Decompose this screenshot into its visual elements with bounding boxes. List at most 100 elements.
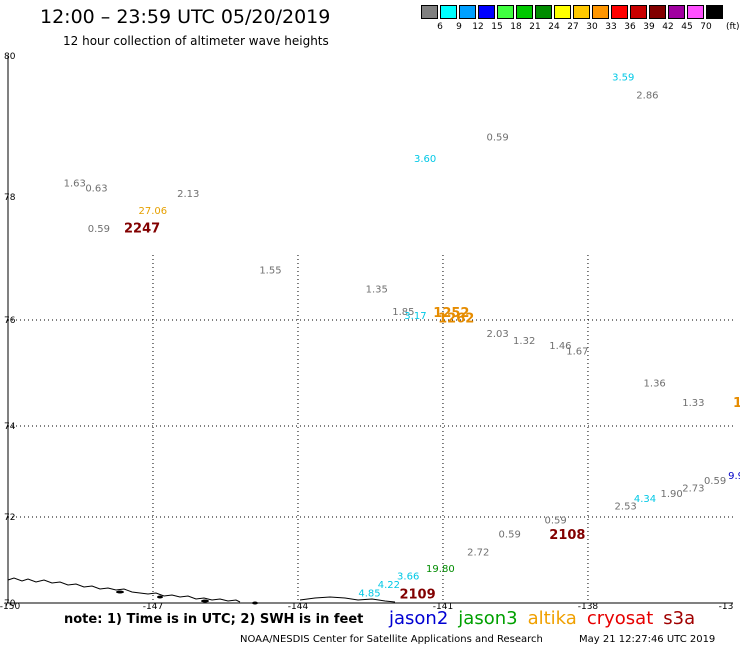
- island: [116, 590, 124, 594]
- pass-time-label: 1251: [733, 396, 740, 411]
- legend-swatch: [706, 5, 723, 19]
- legend-label: 70: [700, 22, 712, 32]
- legend-swatch: [573, 5, 590, 19]
- lon-tick-label: -141: [433, 602, 453, 612]
- legend-swatch: [497, 5, 514, 19]
- legend-swatch: [554, 5, 571, 19]
- footer-note: note: 1) Time is in UTC; 2) SWH is in fe…: [64, 612, 364, 627]
- credit-line: NOAA/NESDIS Center for Satellite Applica…: [240, 634, 543, 645]
- mission-label: s3a: [663, 608, 696, 629]
- wave-height-label: 3.60: [414, 154, 436, 165]
- legend-label: 42: [662, 22, 674, 32]
- wave-height-label: 4.34: [634, 494, 656, 505]
- legend-swatch: [421, 5, 438, 19]
- lat-tick-label: 80: [4, 52, 16, 62]
- wave-height-label: 0.59: [486, 133, 508, 144]
- wave-height-label: 1.55: [259, 265, 281, 276]
- mission-label: jason3: [458, 608, 518, 629]
- lat-tick-label: 74: [4, 422, 16, 432]
- wave-height-label: 0.59: [499, 530, 521, 541]
- wave-height-label: 1.35: [366, 284, 388, 295]
- legend-label: 15: [491, 22, 503, 32]
- lon-tick-label: -147: [143, 602, 163, 612]
- page-subtitle: 12 hour collection of altimeter wave hei…: [63, 34, 329, 48]
- lon-tick-label: -150: [0, 602, 20, 612]
- wave-height-label: 9.98: [728, 471, 740, 482]
- coastline: [299, 596, 396, 603]
- wave-height-label: 0.63: [85, 183, 107, 194]
- pass-time-label: 2247: [124, 222, 160, 237]
- wave-height-label: 3.66: [397, 571, 419, 582]
- legend-swatch: [668, 5, 685, 19]
- legend-swatch: [687, 5, 704, 19]
- color-legend: 6 9 12 15 18 21 24 27 30 33 36 39 42 45 70 (ft): [421, 5, 740, 35]
- island: [252, 601, 258, 605]
- mission-label: cryosat: [586, 608, 654, 629]
- legend-label: 9: [456, 22, 462, 32]
- wave-height-label: 1.67: [566, 346, 588, 357]
- wave-height-label: 1.32: [513, 336, 535, 347]
- wave-height-label: 1.90: [660, 489, 682, 500]
- legend-swatch: [516, 5, 533, 19]
- page-title: 12:00 – 23:59 UTC 05/20/2019: [40, 6, 331, 28]
- legend-label: 27: [567, 22, 579, 32]
- wave-height-label: 1.33: [682, 398, 704, 409]
- legend-swatch: [592, 5, 609, 19]
- island: [157, 595, 163, 599]
- lon-tick-label: -144: [288, 602, 309, 612]
- legend-label: 12: [472, 22, 484, 32]
- wave-height-label: 19.80: [426, 564, 455, 575]
- wave-height-label: 1.63: [64, 178, 86, 189]
- wave-height-label: 3.17: [404, 311, 426, 322]
- lon-tick-label: -138: [578, 602, 599, 612]
- legend-label: 36: [624, 22, 636, 32]
- wave-height-label: 2.86: [636, 90, 658, 101]
- wave-height-label: 27.06: [138, 206, 167, 217]
- legend-swatch: [535, 5, 552, 19]
- wave-height-label: 1.85: [392, 307, 414, 318]
- coastline: [7, 577, 241, 603]
- wave-height-label: 2.73: [682, 484, 704, 495]
- legend-label: 24: [548, 22, 560, 32]
- wave-height-label: 2.72: [467, 548, 489, 559]
- wave-height-label: 2.13: [177, 189, 199, 200]
- pass-time-label: 1262: [438, 312, 474, 327]
- legend-swatch: [440, 5, 457, 19]
- wave-height-label: 0.59: [88, 224, 110, 235]
- pass-time-label: 2109: [399, 588, 435, 603]
- wave-height-label: 4.22: [378, 580, 400, 591]
- legend-swatch: [478, 5, 495, 19]
- wave-height-label: 1.46: [549, 341, 571, 352]
- pass-time-label: 1252: [433, 306, 469, 321]
- legend-label: 45: [681, 22, 693, 32]
- wave-height-label: 0.59: [544, 515, 566, 526]
- legend-swatch: [611, 5, 628, 19]
- wave-height-label: 2.53: [615, 501, 637, 512]
- legend-swatch: [630, 5, 647, 19]
- lat-tick-label: 76: [4, 316, 16, 326]
- wave-height-label: 0.59: [704, 476, 726, 487]
- mission-label: altika: [527, 608, 577, 629]
- pass-time-label: 2108: [549, 528, 585, 543]
- wave-height-label: 3.59: [612, 73, 634, 84]
- wave-height-label: 4.85: [358, 589, 380, 600]
- lat-tick-label: 70: [4, 599, 16, 609]
- legend-swatch: [459, 5, 476, 19]
- lat-tick-label: 72: [4, 513, 15, 523]
- legend-label: 6: [437, 22, 443, 32]
- legend-label: 39: [643, 22, 655, 32]
- legend-swatch: [649, 5, 666, 19]
- legend-label: 33: [605, 22, 617, 32]
- legend-label: 21: [529, 22, 541, 32]
- wave-height-label: 2.03: [486, 329, 508, 340]
- legend-label: 18: [510, 22, 522, 32]
- generated-timestamp: May 21 12:27:46 UTC 2019: [579, 634, 716, 645]
- lon-tick-label: -13: [719, 602, 734, 612]
- legend-unit: (ft): [726, 22, 740, 32]
- island: [201, 599, 209, 603]
- lat-tick-label: 78: [4, 193, 16, 203]
- mission-key: jason2 jason3 altika cryosat s3a: [389, 608, 705, 629]
- legend-label: 30: [586, 22, 598, 32]
- wave-height-label: 1.36: [644, 378, 666, 389]
